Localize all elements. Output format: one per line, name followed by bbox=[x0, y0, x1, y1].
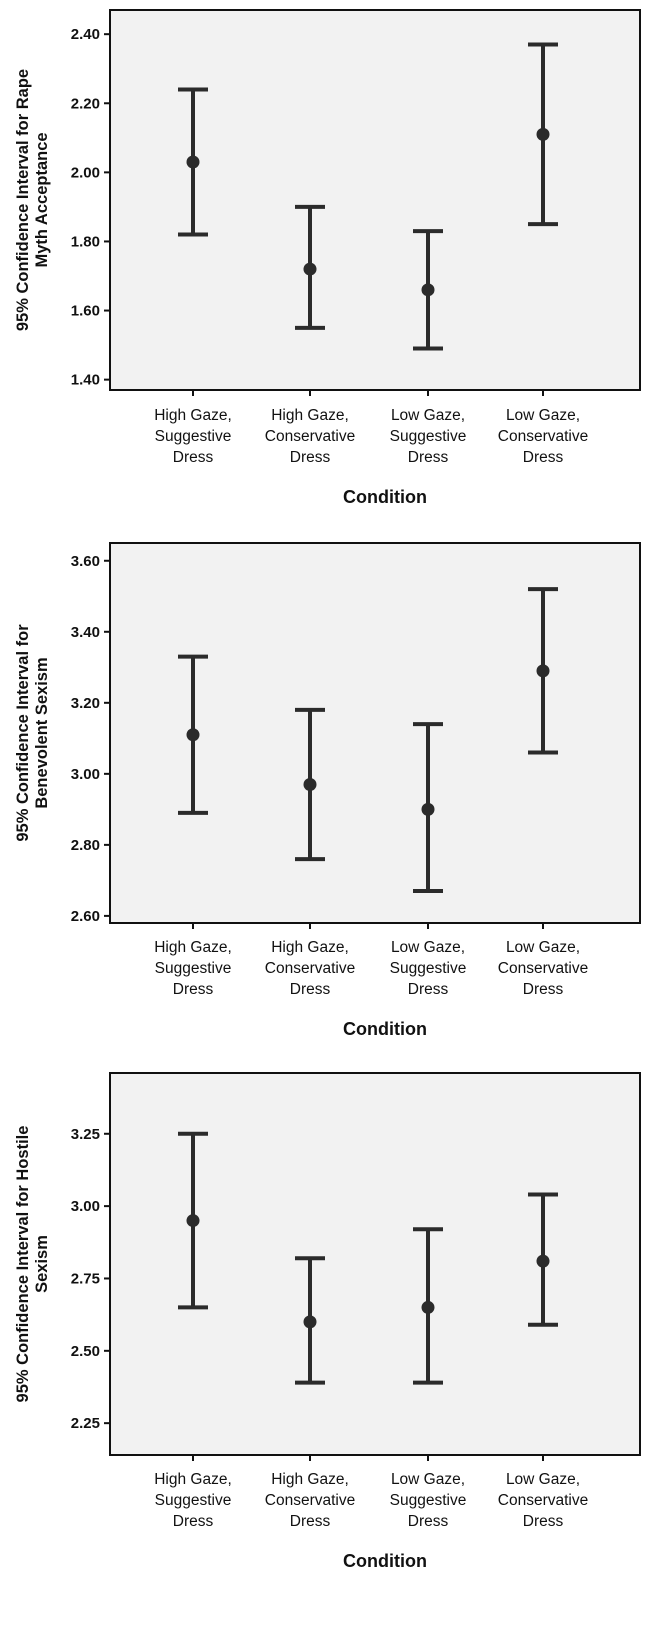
x-category-label: High Gaze, bbox=[154, 407, 232, 424]
error-bar bbox=[178, 1131, 208, 1310]
y-axis-label: 95% Confidence Interval for HostileSexis… bbox=[14, 1126, 51, 1403]
error-bar bbox=[528, 1192, 558, 1327]
x-category-label: Conservative bbox=[265, 960, 355, 977]
chart-panel-3: 2.25 2.50 2.75 3.00 3.25 95% Confidence Inter… bbox=[14, 1072, 641, 1571]
x-category-label: High Gaze, bbox=[271, 407, 349, 424]
x-category-label: Dress bbox=[173, 981, 214, 998]
mean-point bbox=[186, 155, 200, 169]
x-category-label: Dress bbox=[173, 1513, 214, 1530]
y-axis-label-line: 95% Confidence Interval for Rape bbox=[14, 69, 32, 331]
x-category-label: Low Gaze, bbox=[391, 1471, 465, 1488]
x-category-label: Low Gaze, bbox=[506, 1471, 580, 1488]
mean-point bbox=[421, 802, 435, 816]
mean-point bbox=[303, 1315, 317, 1329]
x-category-label: Dress bbox=[408, 1513, 449, 1530]
y-tick-label: 1.40 bbox=[71, 372, 100, 389]
y-tick-label: 3.40 bbox=[71, 624, 100, 641]
x-category-label: Suggestive bbox=[390, 960, 467, 977]
x-category-label: Dress bbox=[290, 1513, 331, 1530]
x-category-label: Conservative bbox=[265, 428, 355, 445]
mean-point bbox=[536, 1254, 550, 1268]
y-tick-label: 3.00 bbox=[71, 1198, 100, 1215]
y-tick-label: 1.80 bbox=[71, 233, 100, 250]
x-category-label: Low Gaze, bbox=[506, 939, 580, 956]
error-bar bbox=[413, 722, 443, 894]
y-tick-label: 2.20 bbox=[71, 95, 100, 112]
chart-panel-1: 1.40 1.60 1.80 2.00 2.20 2.40 95% Confidence I… bbox=[14, 9, 641, 507]
y-tick-label: 2.00 bbox=[71, 164, 100, 181]
y-axis-label-line: Sexism bbox=[33, 1235, 51, 1293]
plot-area bbox=[109, 9, 641, 391]
y-axis-label-line: 95% Confidence Interval for bbox=[14, 624, 32, 842]
error-bar bbox=[413, 1227, 443, 1385]
x-category-label: Low Gaze, bbox=[391, 939, 465, 956]
y-axis-label: 95% Confidence Interval forBenevolent Se… bbox=[14, 624, 51, 842]
y-tick-label: 3.00 bbox=[71, 766, 100, 783]
x-category-label: Dress bbox=[290, 981, 331, 998]
error-bar bbox=[528, 42, 558, 227]
x-category-label: Dress bbox=[523, 1513, 564, 1530]
mean-point bbox=[536, 127, 550, 141]
chart-panel-2: 2.60 2.80 3.00 3.20 3.40 3.60 95% Confidence I… bbox=[14, 542, 641, 1039]
y-tick-label: 3.60 bbox=[71, 553, 100, 570]
x-category-label: Suggestive bbox=[390, 428, 467, 445]
error-bar bbox=[178, 87, 208, 237]
y-tick-label: 2.50 bbox=[71, 1343, 100, 1360]
x-category-label: Suggestive bbox=[155, 428, 232, 445]
y-tick-label: 2.60 bbox=[71, 908, 100, 925]
mean-point bbox=[536, 664, 550, 678]
x-category-label: Dress bbox=[290, 449, 331, 466]
x-category-label: High Gaze, bbox=[271, 939, 349, 956]
mean-point bbox=[186, 1214, 200, 1228]
x-category-label: High Gaze, bbox=[154, 1471, 232, 1488]
y-tick-label: 1.60 bbox=[71, 303, 100, 320]
x-category-label: Low Gaze, bbox=[391, 407, 465, 424]
y-tick-label: 2.40 bbox=[71, 26, 100, 43]
x-category-label: Conservative bbox=[498, 428, 588, 445]
y-axis-label: 95% Confidence Interval for RapeMyth Acc… bbox=[14, 69, 51, 331]
y-tick-label: 2.75 bbox=[71, 1270, 100, 1287]
error-bar bbox=[295, 204, 325, 330]
y-axis-label-line: Benevolent Sexism bbox=[33, 657, 51, 808]
mean-point bbox=[186, 728, 200, 742]
mean-point bbox=[421, 1300, 435, 1314]
mean-point bbox=[303, 262, 317, 276]
x-category-label: High Gaze, bbox=[271, 1471, 349, 1488]
x-category-label: Dress bbox=[173, 449, 214, 466]
y-tick-label: 2.80 bbox=[71, 837, 100, 854]
x-category-label: Suggestive bbox=[155, 1492, 232, 1509]
y-axis-label-line: 95% Confidence Interval for Hostile bbox=[14, 1126, 32, 1403]
error-bar bbox=[178, 654, 208, 815]
x-category-label: Low Gaze, bbox=[506, 407, 580, 424]
plot-area bbox=[109, 1072, 641, 1456]
y-tick-label: 2.25 bbox=[71, 1415, 100, 1432]
x-category-label: Suggestive bbox=[390, 1492, 467, 1509]
x-category-label: Dress bbox=[408, 981, 449, 998]
x-axis-label: Condition bbox=[343, 487, 427, 507]
x-category-label: Dress bbox=[523, 981, 564, 998]
x-category-label: Suggestive bbox=[155, 960, 232, 977]
error-bar bbox=[528, 587, 558, 755]
error-bar bbox=[295, 707, 325, 862]
mean-point bbox=[421, 283, 435, 297]
error-bar bbox=[413, 229, 443, 351]
x-axis-label: Condition bbox=[343, 1019, 427, 1039]
mean-point bbox=[303, 777, 317, 791]
x-category-label: Conservative bbox=[498, 1492, 588, 1509]
x-category-label: Dress bbox=[408, 449, 449, 466]
x-category-label: Conservative bbox=[265, 1492, 355, 1509]
y-tick-label: 3.20 bbox=[71, 695, 100, 712]
error-bar bbox=[295, 1256, 325, 1385]
y-tick-label: 3.25 bbox=[71, 1126, 100, 1143]
x-axis-label: Condition bbox=[343, 1551, 427, 1571]
x-category-label: Conservative bbox=[498, 960, 588, 977]
x-category-label: High Gaze, bbox=[154, 939, 232, 956]
x-category-label: Dress bbox=[523, 449, 564, 466]
y-axis-label-line: Myth Acceptance bbox=[33, 132, 51, 267]
